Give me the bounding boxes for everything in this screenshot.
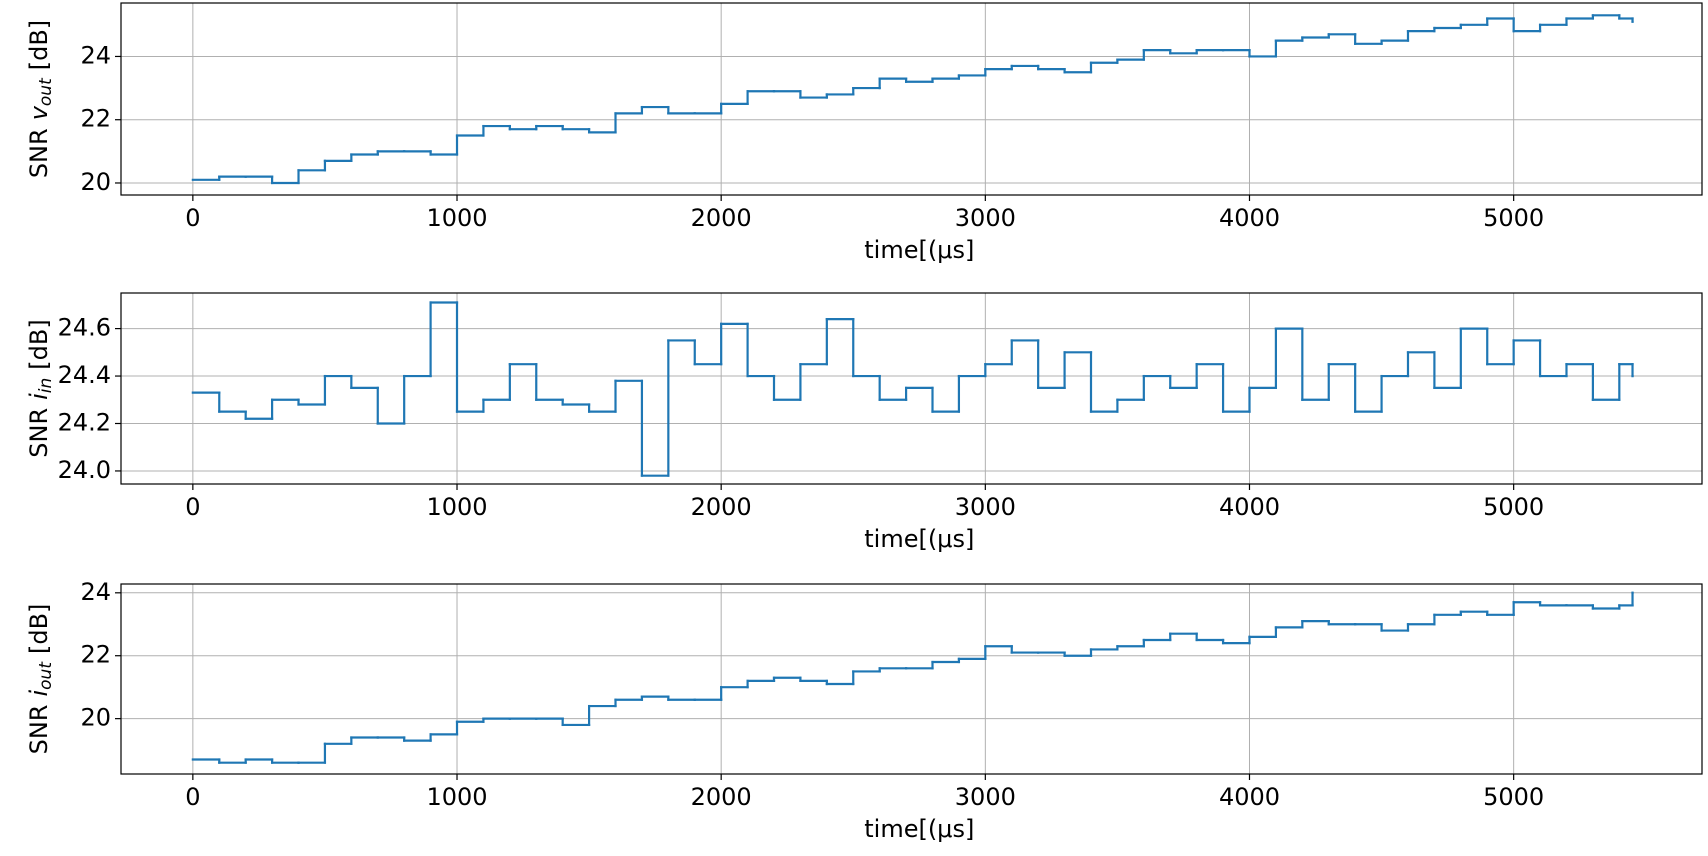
y-tick-label: 22 [80, 641, 111, 669]
y-label-unit: [dB] [25, 319, 53, 369]
x-tick-label: 0 [185, 204, 200, 232]
x-tick-label: 2000 [691, 204, 752, 232]
y-tick-label: 24 [80, 578, 111, 606]
x-tick-label: 0 [185, 783, 200, 811]
x-tick-label: 3000 [955, 493, 1016, 521]
x-axis-label: time[(μs] [864, 815, 974, 843]
x-tick-label: 4000 [1219, 493, 1280, 521]
x-tick-label: 1000 [426, 783, 487, 811]
y-axis-label: SNR iin [dB] [25, 319, 56, 457]
x-tick-label: 1000 [426, 493, 487, 521]
x-tick-label: 5000 [1483, 783, 1544, 811]
y-label-unit: [dB] [25, 20, 53, 70]
y-tick-label: 20 [80, 704, 111, 732]
x-tick-label: 4000 [1219, 204, 1280, 232]
x-tick-label: 3000 [955, 204, 1016, 232]
y-tick-label: 24.6 [58, 314, 111, 342]
axes-frame [120, 583, 1703, 775]
y-label-text: SNR [25, 408, 53, 458]
y-label-text: SNR [25, 128, 53, 178]
axes-frame [120, 2, 1703, 196]
y-label-sub: out [36, 661, 56, 690]
y-label-unit: [dB] [25, 604, 53, 654]
x-tick-label: 1000 [426, 204, 487, 232]
axes-frame [120, 292, 1703, 485]
x-axis-label: time[(μs] [864, 525, 974, 553]
y-tick-label: 20 [80, 168, 111, 196]
subplot: 0 1000 2000 3000 4000 5000 20 22 24 time[(μs] SNR i… [25, 578, 1703, 843]
y-tick-label: 24 [80, 41, 111, 69]
y-axis-label: SNR vout [dB] [25, 20, 56, 178]
y-label-text: SNR [25, 705, 53, 755]
x-tick-label: 4000 [1219, 783, 1280, 811]
y-label-var: i [25, 690, 53, 697]
y-label-sub: in [36, 378, 56, 394]
x-tick-label: 2000 [691, 783, 752, 811]
y-tick-label: 24.0 [58, 456, 111, 484]
y-tick-label: 24.2 [58, 408, 111, 436]
x-tick-label: 2000 [691, 493, 752, 521]
x-tick-label: 3000 [955, 783, 1016, 811]
subplot: 0 1000 2000 3000 4000 5000 24.0 24.2 24.4 24.6 tim… [25, 292, 1703, 553]
x-tick-label: 5000 [1483, 204, 1544, 232]
x-tick-label: 0 [185, 493, 200, 521]
x-axis-label: time[(μs] [864, 236, 974, 264]
y-label-sub: out [36, 77, 56, 106]
x-tick-label: 5000 [1483, 493, 1544, 521]
y-axis-label: SNR iout [dB] [25, 604, 56, 755]
y-tick-label: 24.4 [58, 361, 111, 389]
subplot: 0 1000 2000 3000 4000 5000 20 22 24 time[(μs] SNR v… [25, 2, 1703, 264]
y-label-var: v [25, 105, 53, 120]
y-tick-label: 22 [80, 105, 111, 133]
y-label-var: i [25, 393, 53, 400]
